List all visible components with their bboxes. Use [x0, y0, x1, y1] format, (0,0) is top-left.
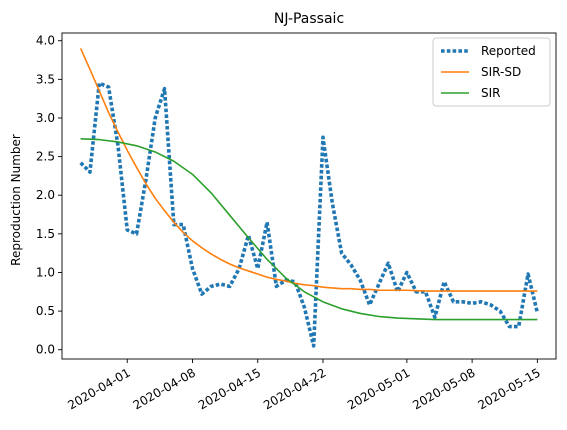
y-tick-label: 0.0 — [36, 343, 55, 357]
series-line-sir-sd — [79, 48, 538, 292]
legend-label: Reported — [481, 44, 536, 58]
plot-area — [79, 48, 540, 348]
y-tick-label: 3.5 — [36, 72, 55, 86]
y-tick-label: 0.5 — [36, 304, 55, 318]
y-tick-label: 2.5 — [36, 150, 55, 164]
series-line-sir — [80, 138, 538, 321]
y-tick-label: 2.0 — [36, 188, 55, 202]
legend-label: SIR — [481, 86, 501, 100]
plot-frame — [61, 32, 557, 360]
y-axis-label: Reproduction Number — [9, 134, 23, 266]
series-line-reported — [79, 81, 540, 348]
chart-title: NJ-Passaic — [274, 11, 344, 27]
y-tick-label: 1.5 — [36, 227, 55, 241]
legend-box — [432, 37, 551, 107]
y-tick-label: 1.0 — [36, 265, 55, 279]
y-tick-label: 4.0 — [36, 34, 55, 48]
legend: Reported SIR-SD SIR — [432, 37, 551, 107]
y-tick-label: 3.0 — [36, 111, 55, 125]
legend-label: SIR-SD — [481, 65, 521, 79]
